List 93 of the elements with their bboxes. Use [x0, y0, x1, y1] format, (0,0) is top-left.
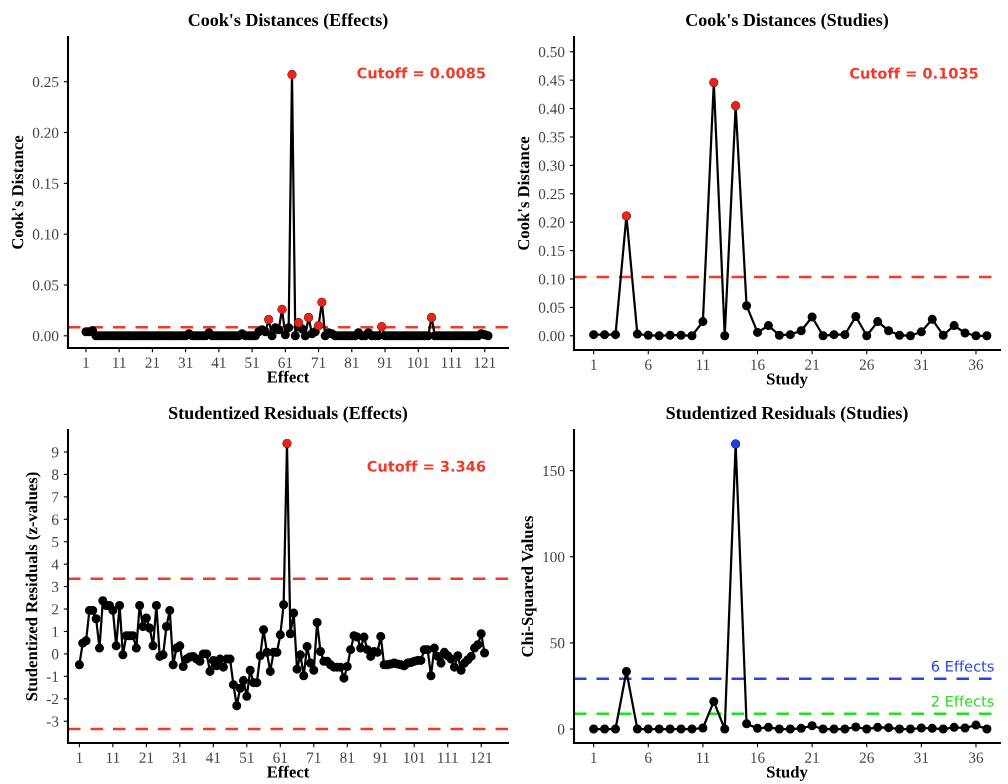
x-axis-title: Study — [767, 765, 808, 782]
y-tick-label: 0.00 — [32, 330, 59, 342]
ref-line-label: Cutoff = 0.1035 — [850, 67, 978, 79]
x-tick-label: 21 — [805, 359, 819, 370]
y-tick-label: 3 — [52, 581, 59, 593]
x-tick-label: 61 — [278, 357, 293, 368]
x-tick-label: 21 — [139, 752, 154, 763]
x-tick-label: 16 — [751, 359, 765, 370]
x-axis-title: Effect — [267, 370, 310, 383]
x-tick-label: 1 — [591, 752, 597, 763]
y-tick-label: 0.30 — [538, 160, 565, 171]
x-tick-label: 91 — [373, 752, 388, 763]
y-tick-label: 1 — [52, 626, 59, 637]
y-axis-title: Studentized Residuals (z-values) — [25, 472, 41, 701]
x-tick-label: 21 — [805, 752, 819, 763]
ref-line-label: 2 Effects — [931, 695, 994, 707]
x-tick-label: 36 — [969, 359, 984, 370]
x-tick-label: 1 — [591, 359, 597, 370]
y-tick-label: 0.25 — [538, 188, 565, 200]
y-tick-label: 0.15 — [538, 245, 565, 257]
y-axis-title: Cook's Distance — [517, 136, 530, 250]
chart-title: Studentized Residuals (Effects) — [169, 406, 408, 423]
y-tick-label: 6 — [51, 514, 59, 525]
y-tick-label: 0.20 — [32, 127, 59, 139]
y-tick-label: -2 — [46, 693, 59, 705]
y-tick-label: 0 — [557, 724, 565, 735]
y-axis-title: Chi-Squared Values — [521, 515, 537, 657]
x-tick-label: 121 — [471, 752, 492, 763]
y-tick-label: 0.20 — [538, 217, 565, 228]
ref-line-label: Cutoff = 0.0085 — [357, 67, 485, 79]
chart-title: Cook's Distances (Studies) — [686, 13, 889, 30]
ref-line-label: Cutoff = 3.346 — [367, 460, 486, 472]
y-tick-label: 0.00 — [538, 330, 565, 342]
y-tick-label: 0.15 — [32, 178, 59, 189]
y-tick-label: 0.50 — [538, 46, 565, 58]
ref-line-label: 6 Effects — [931, 660, 994, 672]
x-tick-label: 31 — [172, 752, 187, 763]
x-axis-title: Study — [767, 372, 808, 389]
y-tick-label: 0.05 — [538, 302, 565, 313]
x-tick-label: 1 — [76, 752, 83, 763]
y-axis-title: Cook's Distance — [11, 135, 24, 249]
x-tick-label: 26 — [859, 359, 874, 370]
x-tick-label: 21 — [145, 357, 160, 368]
x-tick-label: 81 — [340, 752, 354, 763]
x-tick-label: 111 — [438, 752, 458, 763]
y-tick-label: 150 — [543, 465, 565, 477]
y-tick-label: 7 — [52, 492, 59, 503]
x-tick-label: 91 — [377, 357, 392, 368]
x-tick-label: 101 — [404, 752, 425, 763]
chart-title: Studentized Residuals (Studies) — [666, 406, 908, 423]
x-tick-label: 71 — [311, 357, 326, 368]
x-tick-label: 81 — [344, 357, 359, 368]
chart-title: Cook's Distances (Effects) — [188, 13, 388, 30]
x-tick-label: 26 — [859, 752, 874, 763]
y-tick-label: 4 — [51, 559, 59, 570]
x-tick-label: 31 — [914, 359, 929, 370]
y-tick-label: 0.45 — [538, 75, 565, 86]
y-tick-label: 8 — [51, 469, 59, 480]
y-tick-label: 0.40 — [538, 103, 565, 115]
x-tick-label: 11 — [696, 359, 710, 370]
x-tick-label: 31 — [178, 357, 193, 368]
y-tick-label: 5 — [52, 537, 59, 548]
y-tick-label: 100 — [543, 551, 565, 563]
x-tick-label: 61 — [273, 752, 288, 763]
x-tick-label: 51 — [245, 357, 259, 368]
y-tick-label: 0.10 — [32, 229, 59, 240]
y-tick-label: 0.10 — [538, 274, 565, 285]
y-tick-label: 9 — [51, 447, 59, 458]
x-tick-label: 1 — [83, 357, 89, 368]
y-tick-label: 0.05 — [32, 280, 59, 291]
x-tick-label: 11 — [113, 357, 126, 368]
x-tick-label: 11 — [696, 752, 710, 763]
x-tick-label: 36 — [969, 752, 984, 763]
x-tick-label: 31 — [914, 752, 929, 763]
y-tick-label: 0.25 — [32, 76, 59, 88]
y-tick-label: 0.35 — [538, 132, 565, 143]
y-tick-label: -1 — [46, 671, 59, 682]
x-axis-title: Effect — [267, 765, 310, 778]
x-tick-label: 41 — [205, 752, 221, 763]
y-tick-label: -3 — [46, 716, 59, 727]
x-tick-label: 6 — [645, 752, 652, 763]
x-tick-label: 71 — [307, 752, 321, 763]
x-tick-label: 16 — [751, 752, 765, 763]
x-tick-label: 51 — [240, 752, 254, 763]
x-tick-label: 6 — [645, 359, 652, 370]
y-tick-label: 2 — [52, 604, 59, 615]
y-tick-label: 0 — [51, 649, 59, 660]
y-tick-label: 50 — [550, 638, 565, 649]
x-tick-label: 111 — [441, 357, 462, 368]
x-tick-label: 121 — [474, 357, 496, 368]
x-tick-label: 11 — [106, 752, 120, 763]
x-tick-label: 41 — [211, 357, 226, 368]
x-tick-label: 101 — [408, 357, 429, 368]
